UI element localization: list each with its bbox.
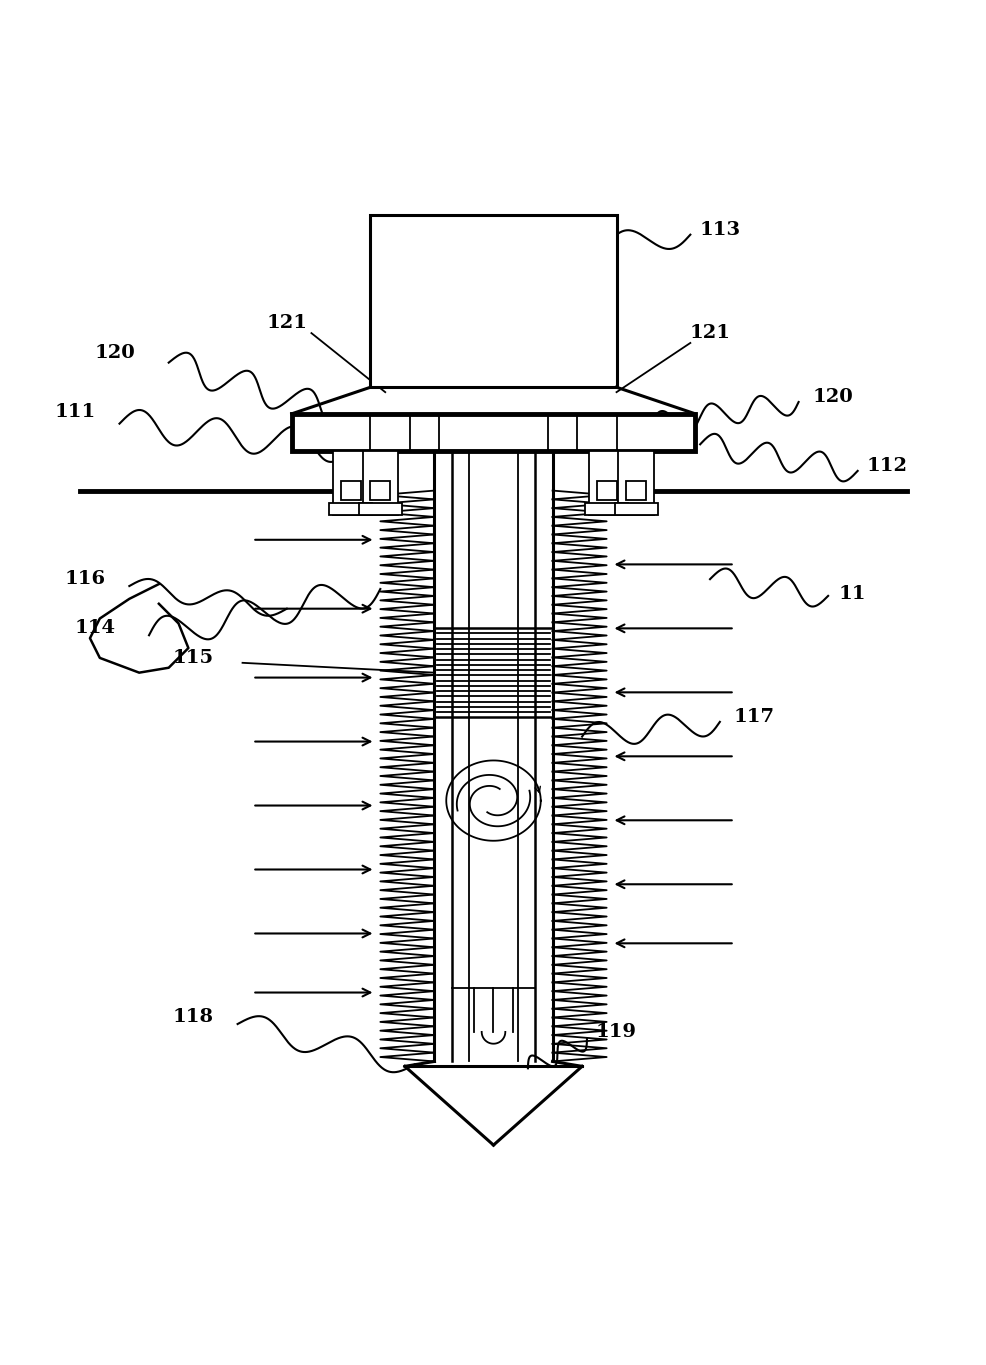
Text: 111: 111	[54, 403, 96, 420]
Bar	[358, 504, 401, 515]
Bar	[362, 452, 397, 515]
Bar	[585, 504, 628, 515]
Bar	[332, 452, 368, 515]
Bar	[589, 452, 624, 515]
Text: 118: 118	[173, 1009, 214, 1026]
Bar	[370, 216, 616, 388]
Text: 119: 119	[596, 1022, 636, 1041]
Text: 120: 120	[94, 344, 135, 362]
Bar	[597, 480, 616, 501]
Bar	[340, 480, 360, 501]
Text: 121: 121	[689, 324, 730, 343]
Text: 120: 120	[811, 388, 853, 405]
Text: 121: 121	[266, 314, 307, 332]
Bar	[370, 480, 389, 501]
Text: 115: 115	[173, 648, 214, 667]
Bar	[618, 452, 654, 515]
Bar	[328, 504, 372, 515]
Text: 117: 117	[733, 708, 774, 726]
Text: 112: 112	[866, 457, 907, 475]
Bar	[626, 480, 646, 501]
Text: 116: 116	[64, 571, 106, 588]
Text: 113: 113	[699, 221, 740, 239]
Bar	[614, 504, 658, 515]
Text: 11: 11	[838, 586, 866, 603]
Text: 114: 114	[74, 620, 115, 637]
Bar	[292, 414, 694, 452]
